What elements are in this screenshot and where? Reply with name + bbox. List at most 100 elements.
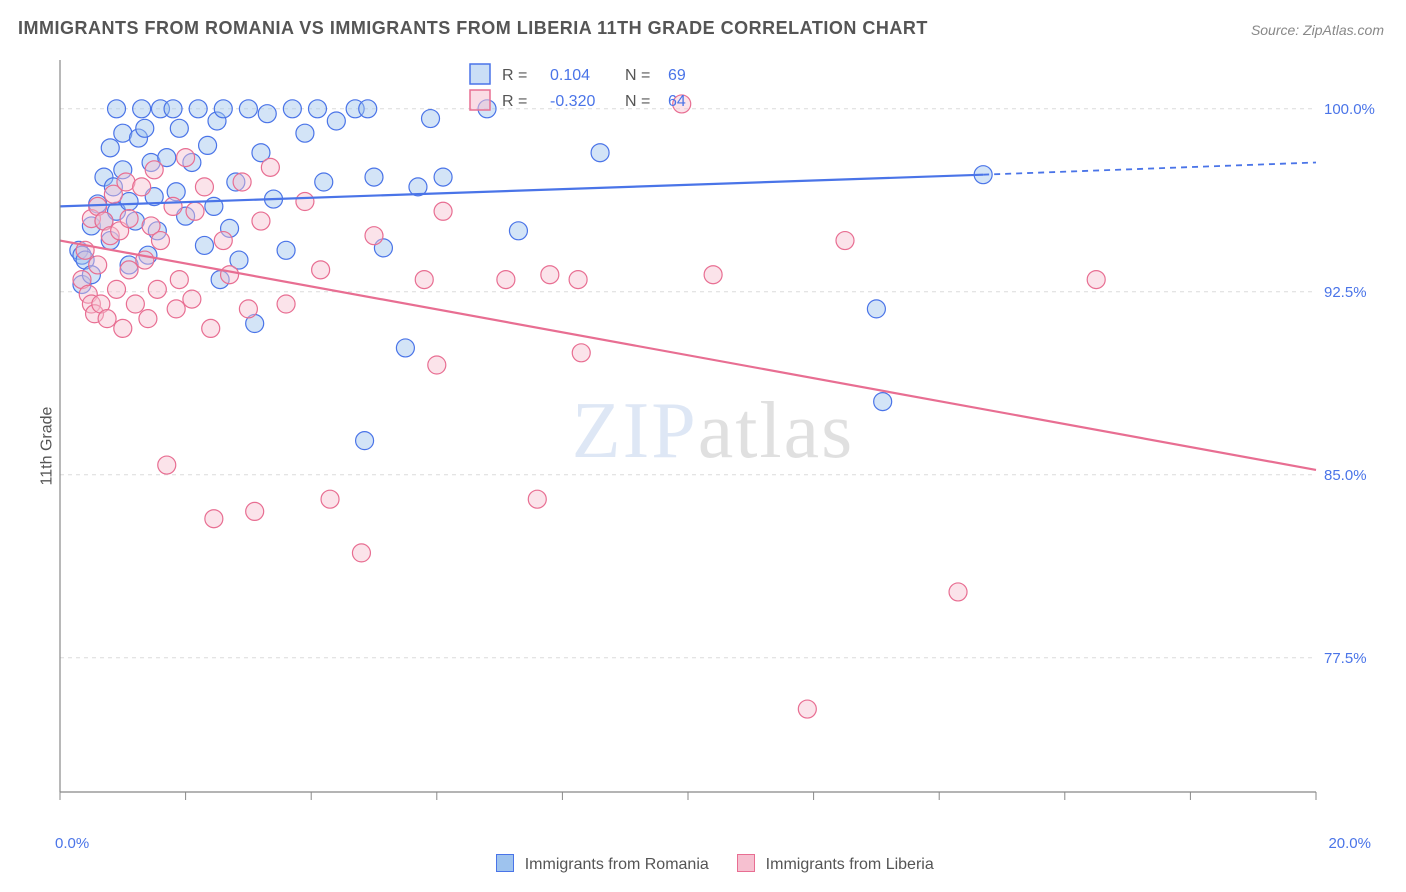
- data-point: [315, 173, 333, 191]
- data-point: [874, 393, 892, 411]
- data-point: [233, 173, 251, 191]
- bottom-legend: Immigrants from Romania Immigrants from …: [0, 854, 1406, 874]
- legend-swatch-romania: [496, 854, 514, 872]
- stats-legend-r-value: 0.104: [550, 67, 590, 84]
- stats-legend-r-label: R =: [502, 93, 527, 110]
- legend-swatch-liberia: [737, 854, 755, 872]
- data-point: [120, 261, 138, 279]
- chart-title: IMMIGRANTS FROM ROMANIA VS IMMIGRANTS FR…: [18, 18, 928, 39]
- stats-legend-swatch: [470, 64, 490, 84]
- data-point: [205, 510, 223, 528]
- data-point: [183, 290, 201, 308]
- data-point: [704, 266, 722, 284]
- data-point: [569, 271, 587, 289]
- data-point: [126, 295, 144, 313]
- data-point: [591, 144, 609, 162]
- data-point: [867, 300, 885, 318]
- scatter-plot-svg: 77.5% 85.0% 92.5% 100.0% R = 0.104 N = 69 R = -0…: [50, 50, 1376, 822]
- data-point: [327, 112, 345, 130]
- data-point: [365, 168, 383, 186]
- chart-container: IMMIGRANTS FROM ROMANIA VS IMMIGRANTS FR…: [0, 0, 1406, 892]
- data-point: [89, 256, 107, 274]
- data-point: [528, 490, 546, 508]
- data-point: [434, 202, 452, 220]
- data-point: [108, 100, 126, 118]
- data-point: [151, 232, 169, 250]
- data-point: [214, 232, 232, 250]
- data-point: [167, 300, 185, 318]
- data-point: [186, 202, 204, 220]
- data-point: [189, 100, 207, 118]
- data-point: [239, 100, 257, 118]
- y-tick-label: 100.0%: [1324, 101, 1375, 118]
- data-point: [164, 100, 182, 118]
- data-point: [108, 280, 126, 298]
- stats-legend-r-label: R =: [502, 67, 527, 84]
- data-point: [170, 119, 188, 137]
- data-point: [296, 124, 314, 142]
- data-point: [422, 110, 440, 128]
- data-point: [148, 280, 166, 298]
- data-point: [145, 161, 163, 179]
- data-point: [1087, 271, 1105, 289]
- data-point: [428, 356, 446, 374]
- data-point: [202, 319, 220, 337]
- data-point: [308, 100, 326, 118]
- data-point: [158, 456, 176, 474]
- data-point: [312, 261, 330, 279]
- trend-line: [60, 241, 1316, 470]
- x-axis-max-label: 20.0%: [1328, 835, 1371, 852]
- data-point: [434, 168, 452, 186]
- data-point: [396, 339, 414, 357]
- data-point: [239, 300, 257, 318]
- source-attribution: Source: ZipAtlas.com: [1251, 22, 1384, 38]
- data-point: [252, 212, 270, 230]
- data-point: [246, 502, 264, 520]
- data-point: [164, 197, 182, 215]
- y-tick-label: 77.5%: [1324, 650, 1367, 667]
- stats-legend-n-value: 64: [668, 93, 686, 110]
- legend-label-liberia: Immigrants from Liberia: [766, 856, 934, 873]
- data-point: [114, 319, 132, 337]
- data-point: [101, 139, 119, 157]
- stats-legend-n-label: N =: [625, 67, 650, 84]
- data-point: [321, 490, 339, 508]
- data-point: [949, 583, 967, 601]
- data-point: [798, 700, 816, 718]
- y-tick-label: 85.0%: [1324, 467, 1367, 484]
- data-point: [221, 266, 239, 284]
- plot-area: 77.5% 85.0% 92.5% 100.0% R = 0.104 N = 69 R = -0…: [50, 50, 1376, 822]
- data-point: [195, 236, 213, 254]
- data-point: [365, 227, 383, 245]
- y-tick-label: 92.5%: [1324, 284, 1367, 301]
- data-point: [836, 232, 854, 250]
- data-point: [352, 544, 370, 562]
- stats-legend-r-value: -0.320: [550, 93, 595, 110]
- data-point: [261, 158, 279, 176]
- stats-legend-n-label: N =: [625, 93, 650, 110]
- data-point: [572, 344, 590, 362]
- data-point: [277, 295, 295, 313]
- stats-legend-swatch: [470, 90, 490, 110]
- x-axis-min-label: 0.0%: [55, 835, 89, 852]
- data-point: [283, 100, 301, 118]
- data-point: [139, 310, 157, 328]
- data-point: [170, 271, 188, 289]
- data-point: [277, 241, 295, 259]
- data-point: [133, 178, 151, 196]
- data-point: [497, 271, 515, 289]
- data-point: [258, 105, 276, 123]
- data-point: [98, 310, 116, 328]
- data-point: [177, 149, 195, 167]
- data-point: [356, 432, 374, 450]
- data-point: [509, 222, 527, 240]
- stats-legend-n-value: 69: [668, 67, 686, 84]
- data-point: [415, 271, 433, 289]
- data-point: [214, 100, 232, 118]
- data-point: [195, 178, 213, 196]
- data-point: [541, 266, 559, 284]
- trend-line-extension: [983, 162, 1316, 174]
- data-point: [199, 136, 217, 154]
- data-point: [136, 119, 154, 137]
- data-point: [120, 210, 138, 228]
